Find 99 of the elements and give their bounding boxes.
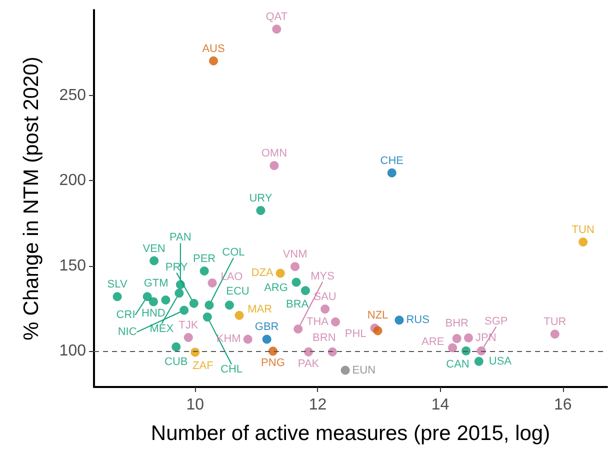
- annotation: SAU: [314, 291, 336, 304]
- annotation: THA: [306, 316, 330, 328]
- annotation: USA: [488, 355, 512, 368]
- point: [292, 278, 301, 287]
- annotation: PHL: [344, 328, 366, 340]
- point: [224, 300, 234, 310]
- point: [262, 334, 272, 344]
- annotation: EUN: [352, 364, 376, 376]
- point: [340, 366, 350, 375]
- y-tick-label: 250: [59, 86, 86, 104]
- annotation: GTM: [144, 277, 168, 290]
- annotation: CHE: [380, 154, 404, 167]
- point: [320, 304, 330, 314]
- point: [476, 346, 486, 356]
- point: [578, 238, 588, 246]
- point: [150, 256, 159, 266]
- annotation: OMN: [261, 148, 288, 160]
- point: [290, 262, 300, 272]
- y-tick-label: 150: [59, 257, 86, 274]
- annotation: RUS: [406, 314, 430, 326]
- y-tick-label: 200: [59, 172, 86, 190]
- annotation: AUS: [202, 42, 225, 55]
- annotation: ARG: [264, 282, 288, 294]
- point: [330, 317, 340, 326]
- annotation: TUN: [572, 224, 594, 236]
- point: [474, 356, 484, 366]
- annotation: TJK: [178, 320, 199, 332]
- x-tick-label: 12: [308, 396, 327, 414]
- annotation: BHR: [445, 318, 468, 330]
- point: [448, 343, 458, 352]
- annotation: PER: [193, 253, 216, 265]
- annotation: QAT: [266, 11, 288, 24]
- point: [452, 334, 462, 344]
- point: [234, 310, 244, 320]
- y-tick-label: 100: [59, 342, 86, 360]
- point: [387, 168, 396, 178]
- annotation: DZA: [251, 267, 274, 280]
- annotation: SGP: [484, 315, 508, 328]
- point: [209, 56, 218, 66]
- annotation: ZAF: [192, 360, 214, 372]
- annotation: VEN: [142, 242, 166, 255]
- x-axis-title: Number of active measures (pre 2015, log): [150, 422, 550, 445]
- annotation: NZL: [367, 310, 388, 322]
- point: [148, 297, 158, 306]
- annotation: PAN: [170, 232, 192, 244]
- annotation: CHL: [220, 364, 243, 376]
- point: [112, 292, 122, 302]
- point: [172, 342, 181, 352]
- annotation: PAK: [298, 358, 320, 370]
- point: [268, 346, 278, 356]
- point: [328, 347, 337, 356]
- annotation: ARE: [422, 336, 444, 348]
- annotation: MEX: [150, 323, 174, 336]
- point: [276, 268, 285, 278]
- point: [208, 278, 217, 288]
- annotation: CAN: [446, 358, 470, 371]
- annotation: URY: [249, 192, 273, 204]
- point: [270, 161, 279, 170]
- point: [243, 334, 252, 344]
- annotation: BRA: [286, 298, 310, 310]
- annotation: GBR: [254, 321, 279, 334]
- point: [200, 266, 209, 276]
- annotation: CUB: [164, 356, 188, 368]
- point: [550, 330, 560, 339]
- point: [464, 333, 473, 342]
- annotation: ECU: [226, 285, 250, 298]
- point: [462, 346, 471, 356]
- x-tick-label: 14: [431, 396, 450, 414]
- point: [272, 24, 282, 34]
- annotation: CRI: [116, 308, 136, 321]
- annotation: MYS: [310, 270, 334, 282]
- point: [189, 298, 198, 308]
- point: [300, 286, 310, 296]
- annotation: TUR: [544, 316, 566, 328]
- annotation: HND: [142, 308, 166, 320]
- x-tick-label: 10: [186, 396, 204, 414]
- point: [204, 300, 214, 310]
- point: [161, 296, 170, 304]
- y-axis-title: % Change in NTM (post 2020): [20, 56, 43, 340]
- annotation: VNM: [282, 248, 308, 261]
- point: [304, 347, 314, 356]
- point: [180, 306, 189, 315]
- annotation: NIC: [118, 326, 137, 338]
- point: [394, 316, 404, 325]
- point: [184, 333, 193, 342]
- annotation: COL: [222, 246, 245, 258]
- point: [190, 348, 200, 357]
- point: [176, 280, 185, 290]
- point: [256, 206, 266, 215]
- point: [294, 324, 303, 334]
- annotation: MAR: [248, 304, 272, 316]
- point: [174, 288, 184, 298]
- annotation: BRN: [312, 332, 336, 344]
- annotation: SLV: [107, 278, 128, 291]
- point: [142, 292, 152, 302]
- x-tick-label: 16: [554, 396, 572, 414]
- point: [202, 312, 212, 322]
- annotation: PNG: [261, 357, 285, 370]
- point: [373, 326, 382, 336]
